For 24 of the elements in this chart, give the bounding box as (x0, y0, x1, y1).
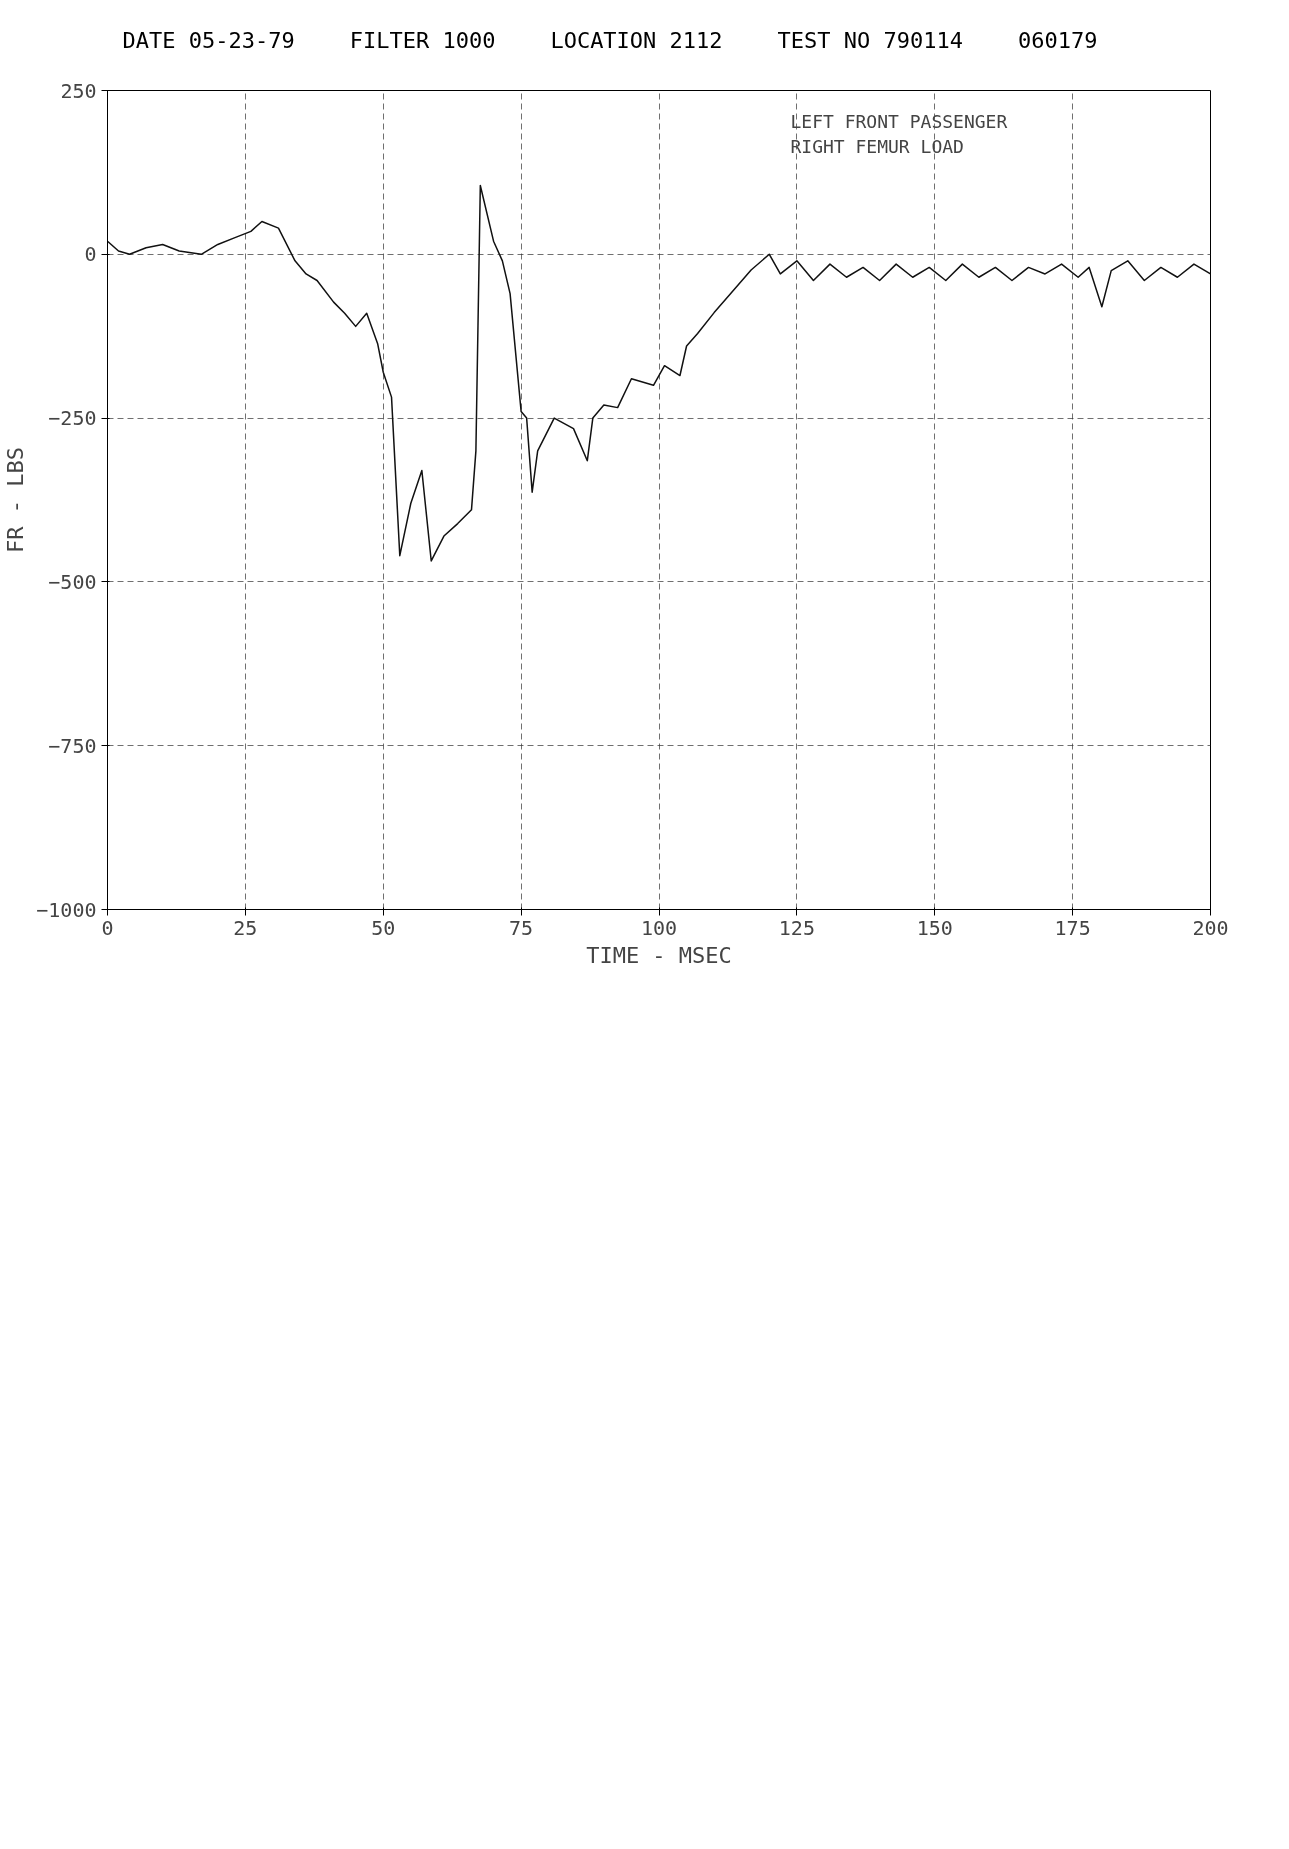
x-tick-label: 175 (1054, 915, 1091, 940)
y-tick-label: −1000 (36, 897, 97, 922)
text: DATE 05-23-79 (122, 27, 295, 55)
y-tick-label: −500 (48, 569, 97, 594)
x-tick-label: 200 (1192, 915, 1229, 940)
x-tick-label: 25 (233, 915, 258, 940)
text: FILTER 1000 (349, 27, 496, 55)
line-series (107, 184, 1211, 562)
y-tick-label: 0 (84, 242, 97, 267)
y-tick-label: −250 (48, 406, 97, 431)
text: LOCATION 2112 (550, 27, 723, 55)
text: TEST NO 790114 (777, 27, 964, 55)
y-tick-label: −750 (48, 733, 97, 758)
x-tick-label: 50 (371, 915, 396, 940)
x-tick-label: 100 (640, 915, 678, 940)
x-axis-title: TIME - MSEC (586, 942, 732, 968)
text: LEFT FRONT PASSENGER RIGHT FEMUR LOAD (790, 110, 1008, 157)
y-tick-label: 250 (60, 78, 97, 103)
x-tick-label: 0 (101, 915, 114, 940)
y-axis-title: FR - LBS (3, 447, 29, 553)
x-tick-label: 150 (916, 915, 953, 940)
text: 060179 (1018, 27, 1098, 55)
x-tick-label: 125 (778, 915, 815, 940)
x-tick-label: 75 (509, 915, 534, 940)
